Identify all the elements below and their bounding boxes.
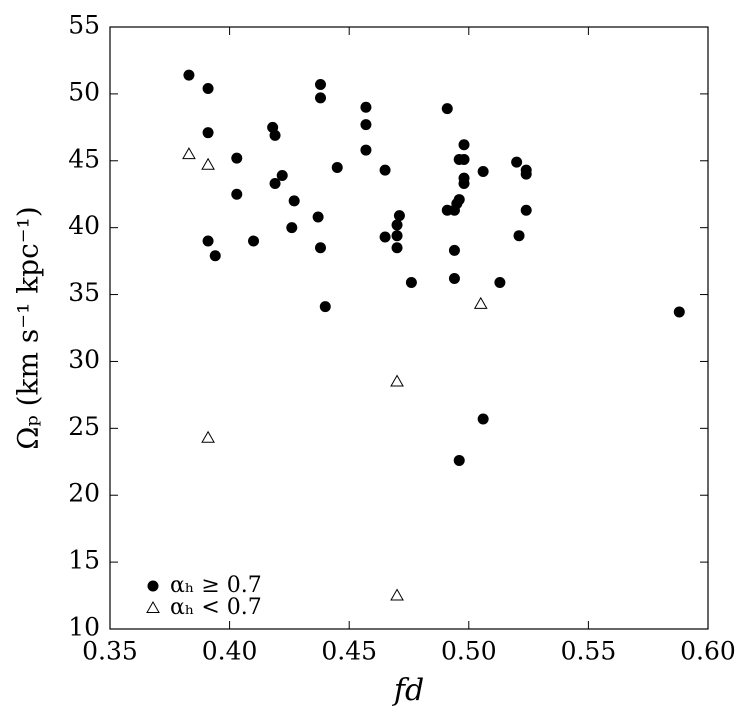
- x-tick-label: 0.45: [321, 637, 377, 666]
- circle-point: [441, 103, 453, 115]
- circle-point: [202, 127, 214, 139]
- circle-point: [360, 144, 372, 156]
- circle-point: [209, 250, 221, 262]
- circle-point: [511, 156, 523, 168]
- circle-point: [231, 188, 243, 200]
- circle-point: [458, 153, 470, 165]
- triangle-point: [201, 157, 215, 170]
- y-tick-label: 45: [68, 144, 100, 173]
- circle-point: [451, 198, 463, 210]
- circle-point: [391, 242, 403, 254]
- circle-point: [391, 219, 403, 231]
- circle-point: [331, 161, 343, 173]
- circle-point: [513, 230, 525, 242]
- y-tick-label: 10: [68, 613, 100, 642]
- circle-point: [314, 79, 326, 91]
- circle-point: [312, 211, 324, 223]
- circle-point: [458, 178, 470, 190]
- circle-point: [405, 277, 417, 289]
- x-tick-label: 0.50: [441, 637, 497, 666]
- y-tick-label: 50: [68, 77, 100, 106]
- legend-marker: [147, 580, 159, 592]
- circle-point: [448, 244, 460, 256]
- circle-point: [319, 301, 331, 313]
- circle-point: [520, 168, 532, 180]
- circle-point: [453, 454, 465, 466]
- y-tick-label: 55: [68, 11, 100, 40]
- circle-point: [520, 204, 532, 216]
- circle-point: [269, 129, 281, 141]
- circle-point: [458, 139, 470, 151]
- legend-label: αₕ ≥ 0.7: [170, 573, 262, 598]
- circle-point: [379, 231, 391, 243]
- y-tick-label: 35: [68, 278, 100, 307]
- circle-point: [183, 69, 195, 81]
- circle-point: [269, 178, 281, 190]
- y-tick-label: 20: [68, 479, 100, 508]
- circle-point: [314, 242, 326, 254]
- circle-point: [202, 83, 214, 95]
- circle-point: [494, 277, 506, 289]
- y-tick-label: 25: [68, 412, 100, 441]
- circle-point: [391, 230, 403, 242]
- triangle-point: [473, 296, 488, 309]
- circle-point: [286, 222, 298, 234]
- x-axis-label: fd: [392, 673, 424, 708]
- circle-point: [448, 273, 460, 285]
- circle-point: [202, 235, 214, 247]
- x-tick-label: 0.55: [561, 637, 617, 666]
- plot-frame: [109, 26, 709, 630]
- x-tick-label: 0.35: [82, 637, 138, 666]
- circle-point: [360, 119, 372, 131]
- circle-point: [314, 92, 326, 104]
- circle-point: [288, 195, 300, 207]
- y-axis-label: Ωₚ (km s⁻¹ kpc⁻¹): [12, 206, 45, 449]
- y-tick-label: 15: [68, 546, 100, 575]
- circle-point: [477, 413, 489, 425]
- legend-label: αₕ < 0.7: [170, 595, 262, 620]
- circle-point: [231, 152, 243, 164]
- x-tick-label: 0.60: [680, 637, 736, 666]
- circle-point: [477, 165, 489, 177]
- triangle-point: [390, 588, 404, 601]
- circle-point: [393, 210, 405, 222]
- circle-point: [379, 164, 391, 176]
- y-tick-label: 40: [68, 211, 100, 240]
- circle-point: [673, 306, 685, 318]
- y-tick-label: 30: [68, 345, 100, 374]
- circle-point: [276, 169, 288, 181]
- legend-marker: [146, 600, 160, 613]
- triangle-point: [182, 147, 196, 160]
- circle-point: [360, 101, 372, 113]
- circle-point: [248, 235, 260, 247]
- x-tick-label: 0.40: [202, 637, 258, 666]
- triangle-point: [390, 374, 404, 387]
- triangle-point: [201, 430, 215, 443]
